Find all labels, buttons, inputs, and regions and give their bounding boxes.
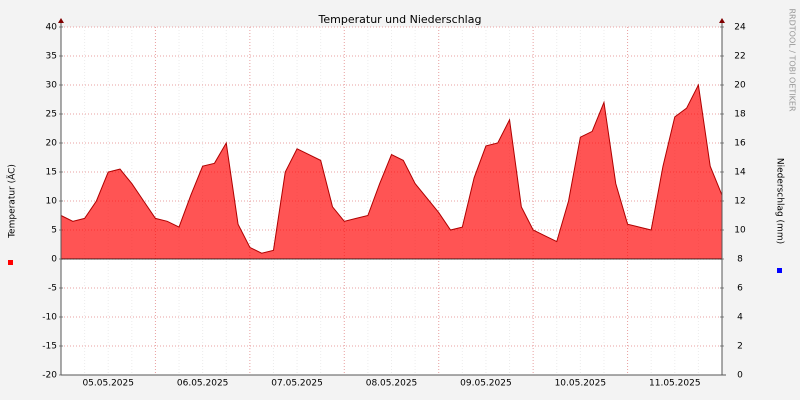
y-tick-label: 20 [46, 139, 58, 149]
x-tick-label: 06.05.2025 [177, 379, 229, 389]
y2-tick-label: 22 [734, 52, 745, 62]
area [61, 85, 722, 259]
y2-tick-label: 10 [734, 226, 746, 236]
axis-arrow [58, 18, 64, 23]
y2-tick-label: 24 [734, 23, 746, 33]
y2-tick-label: 6 [737, 284, 743, 294]
y2-tick-label: 18 [734, 110, 746, 120]
y-tick-label: -5 [48, 284, 57, 294]
y2-tick-label: 4 [737, 313, 743, 323]
y-tick-label: 5 [51, 226, 57, 236]
y2-tick-label: 2 [737, 342, 743, 352]
x-tick-label: 09.05.2025 [460, 379, 512, 389]
area-line [60, 83, 723, 254]
y2-tick-label: 14 [734, 168, 746, 178]
y2-tick-label: 8 [737, 255, 743, 265]
y2-tick-label: 0 [737, 371, 743, 381]
axis-arrow [719, 18, 725, 23]
x-tick-label: 05.05.2025 [82, 379, 134, 389]
legend-swatch [8, 260, 13, 265]
y2-tick-label: 12 [734, 197, 745, 207]
y-tick-label: 10 [46, 197, 58, 207]
y-tick-label: -20 [42, 371, 57, 381]
x-tick-label: 08.05.2025 [366, 379, 418, 389]
y-tick-label: 0 [51, 255, 57, 265]
y-tick-label: -10 [42, 313, 57, 323]
y-tick-label: 15 [46, 168, 57, 178]
watermark: RRDTOOL / TOBI OETIKER [788, 8, 797, 111]
y-tick-label: 40 [46, 23, 58, 33]
y2-tick-label: 20 [734, 81, 746, 91]
y-tick-label: 30 [46, 81, 58, 91]
y-tick-label: 35 [46, 52, 57, 62]
x-tick-label: 11.05.2025 [649, 379, 701, 389]
y-axis-label: Temperatur (ÄC) [7, 164, 18, 239]
legend-swatch [777, 268, 782, 273]
y2-axis-label: Niederschlag (mm) [775, 158, 785, 244]
x-tick-label: 07.05.2025 [271, 379, 323, 389]
x-tick-label: 10.05.2025 [555, 379, 607, 389]
y2-tick-label: 16 [734, 139, 746, 149]
y-tick-label: 25 [46, 110, 57, 120]
y-tick-label: -15 [42, 342, 57, 352]
chart-title: Temperatur und Niederschlag [318, 13, 482, 26]
